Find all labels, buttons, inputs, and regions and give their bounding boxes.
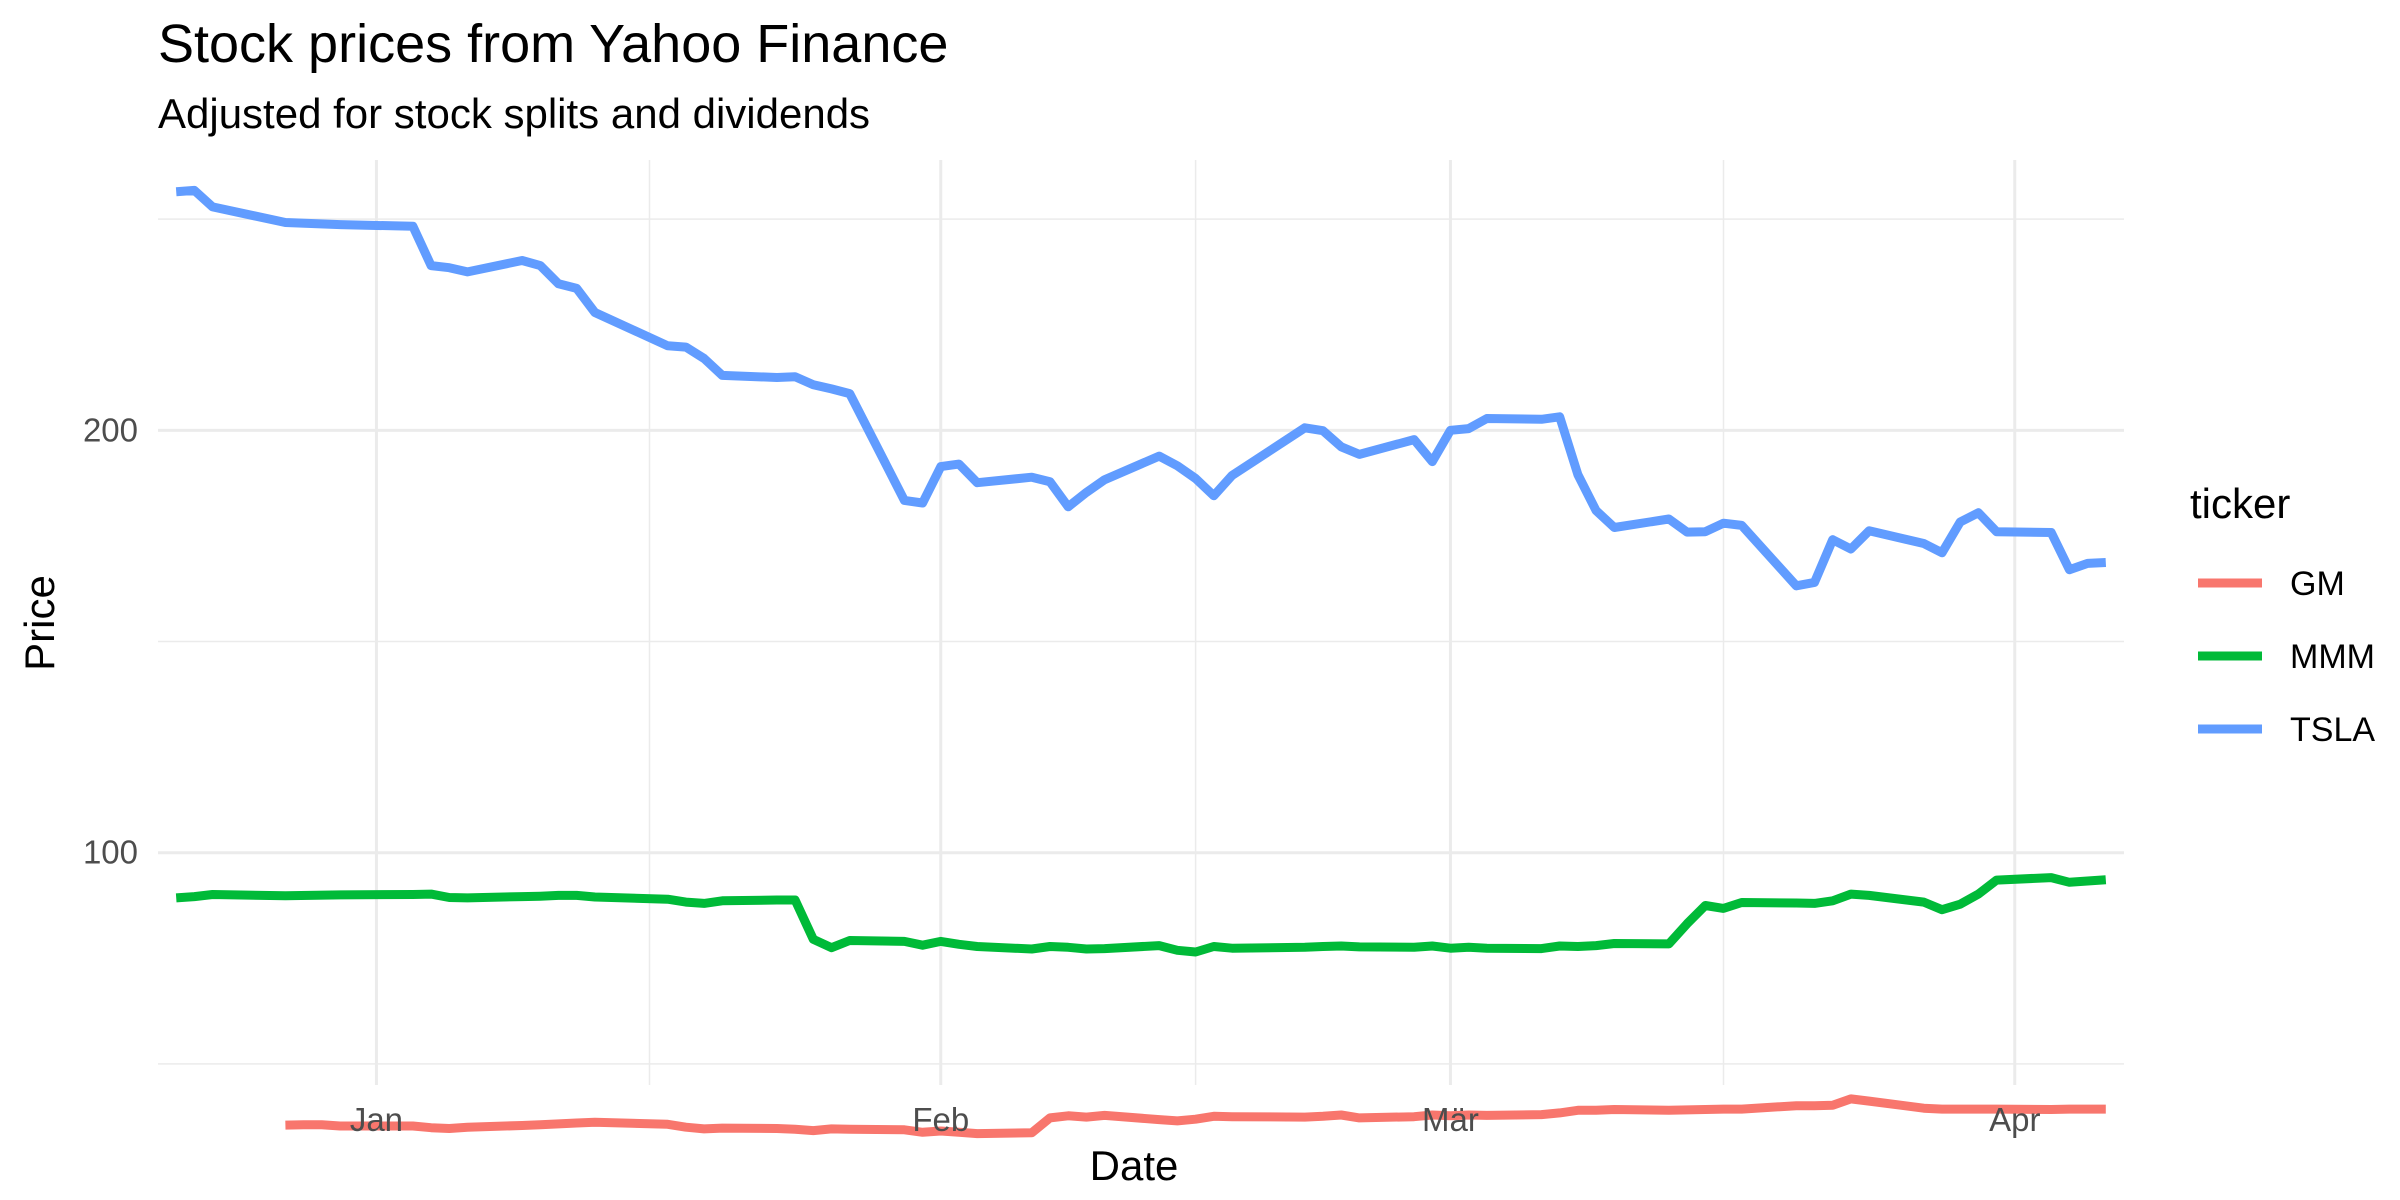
legend-label-tsla: TSLA <box>2290 711 2375 749</box>
y-axis-ticks: 100 200 <box>83 411 138 870</box>
legend-title: ticker <box>2190 480 2290 527</box>
chart-subtitle: Adjusted for stock splits and dividends <box>158 90 870 137</box>
legend: ticker GM MMM TSLA <box>2190 480 2375 749</box>
x-tick-label: Apr <box>1989 1101 2040 1138</box>
x-tick-label: Feb <box>912 1101 969 1138</box>
y-axis-title: Price <box>16 575 63 671</box>
series-line-mmm <box>175 873 2107 957</box>
series-lines <box>175 185 2107 1139</box>
x-tick-label: Mär <box>1422 1101 1479 1138</box>
major-gridlines <box>158 160 2124 1085</box>
minor-gridlines <box>158 160 2124 1085</box>
y-tick-label: 200 <box>83 411 138 448</box>
x-tick-label: Jan <box>350 1101 403 1138</box>
y-tick-label: 100 <box>83 834 138 871</box>
x-axis-title: Date <box>1090 1142 1179 1189</box>
series-line-tsla <box>175 185 2107 591</box>
chart-title: Stock prices from Yahoo Finance <box>158 14 948 74</box>
legend-label-gm: GM <box>2290 565 2345 603</box>
legend-label-mmm: MMM <box>2290 638 2375 676</box>
series-line-gm <box>285 1094 2106 1139</box>
x-axis-ticks: Jan Feb Mär Apr <box>350 1101 2041 1138</box>
